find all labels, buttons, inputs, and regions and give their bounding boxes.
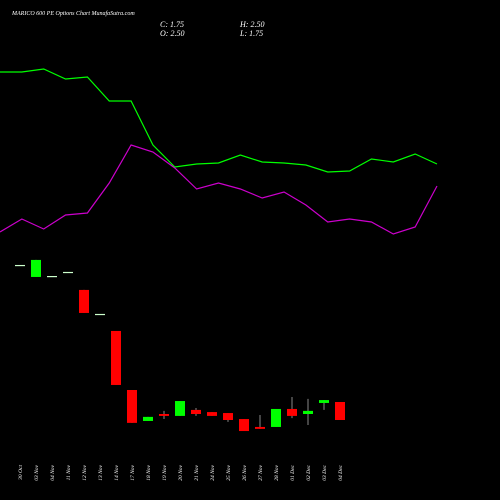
x-tick-label: 25 Nov [226, 464, 232, 480]
x-tick-label: 03 Dec [322, 464, 328, 480]
candle-body [319, 400, 329, 403]
x-tick-label: 01 Dec [290, 464, 296, 480]
x-tick-label: 03 Nov [34, 464, 40, 480]
x-tick-label: 26 Nov [242, 464, 248, 480]
x-tick-label: 20 Nov [178, 464, 184, 480]
candle-body [239, 419, 249, 432]
candle-body [159, 414, 169, 416]
candle-body [255, 426, 265, 429]
candle-body [127, 390, 137, 423]
ohlc-label: C: 1.75 [160, 20, 184, 29]
x-tick-label: 18 Nov [146, 464, 152, 480]
candle-body [95, 313, 105, 316]
candle-body [15, 264, 25, 267]
candle-body [111, 330, 121, 385]
candle-body [191, 409, 201, 414]
x-tick-label: 28 Nov [274, 464, 280, 480]
chart-title: MARICO 600 PE Options Chart MunafaSutra.… [11, 10, 135, 17]
candle-body [79, 289, 89, 313]
x-tick-label: 13 Nov [98, 464, 104, 480]
x-tick-label: 21 Nov [194, 464, 200, 480]
x-tick-label: 11 Nov [66, 464, 72, 480]
candle-body [143, 416, 153, 421]
x-tick-label: 02 Dec [306, 464, 312, 480]
candle-body [223, 413, 233, 420]
indicator-line [0, 144, 438, 235]
ohlc-label: L: 1.75 [239, 29, 263, 38]
x-tick-label: 14 Nov [113, 464, 120, 480]
x-tick-label: 30 Oct [18, 465, 24, 481]
x-tick-label: 04 Nov [49, 464, 56, 480]
candle-body [207, 412, 217, 416]
candle-body [303, 410, 313, 414]
candle-body [63, 271, 73, 274]
x-tick-label: 12 Nov [82, 464, 88, 480]
ohlc-label: H: 2.50 [239, 20, 264, 29]
x-tick-label: 04 Dec [337, 464, 344, 480]
candle-body [271, 408, 281, 427]
indicator-line [0, 68, 438, 173]
candle-body [31, 259, 41, 277]
x-tick-label: 24 Nov [209, 464, 216, 480]
candle-body [47, 276, 57, 278]
x-tick-label: 19 Nov [162, 464, 168, 480]
candle-body [335, 402, 345, 420]
ohlc-label: O: 2.50 [160, 29, 184, 38]
x-tick-label: 17 Nov [130, 464, 136, 480]
candle-body [175, 401, 185, 416]
x-tick-label: 27 Nov [258, 464, 264, 480]
candle-body [287, 408, 297, 416]
